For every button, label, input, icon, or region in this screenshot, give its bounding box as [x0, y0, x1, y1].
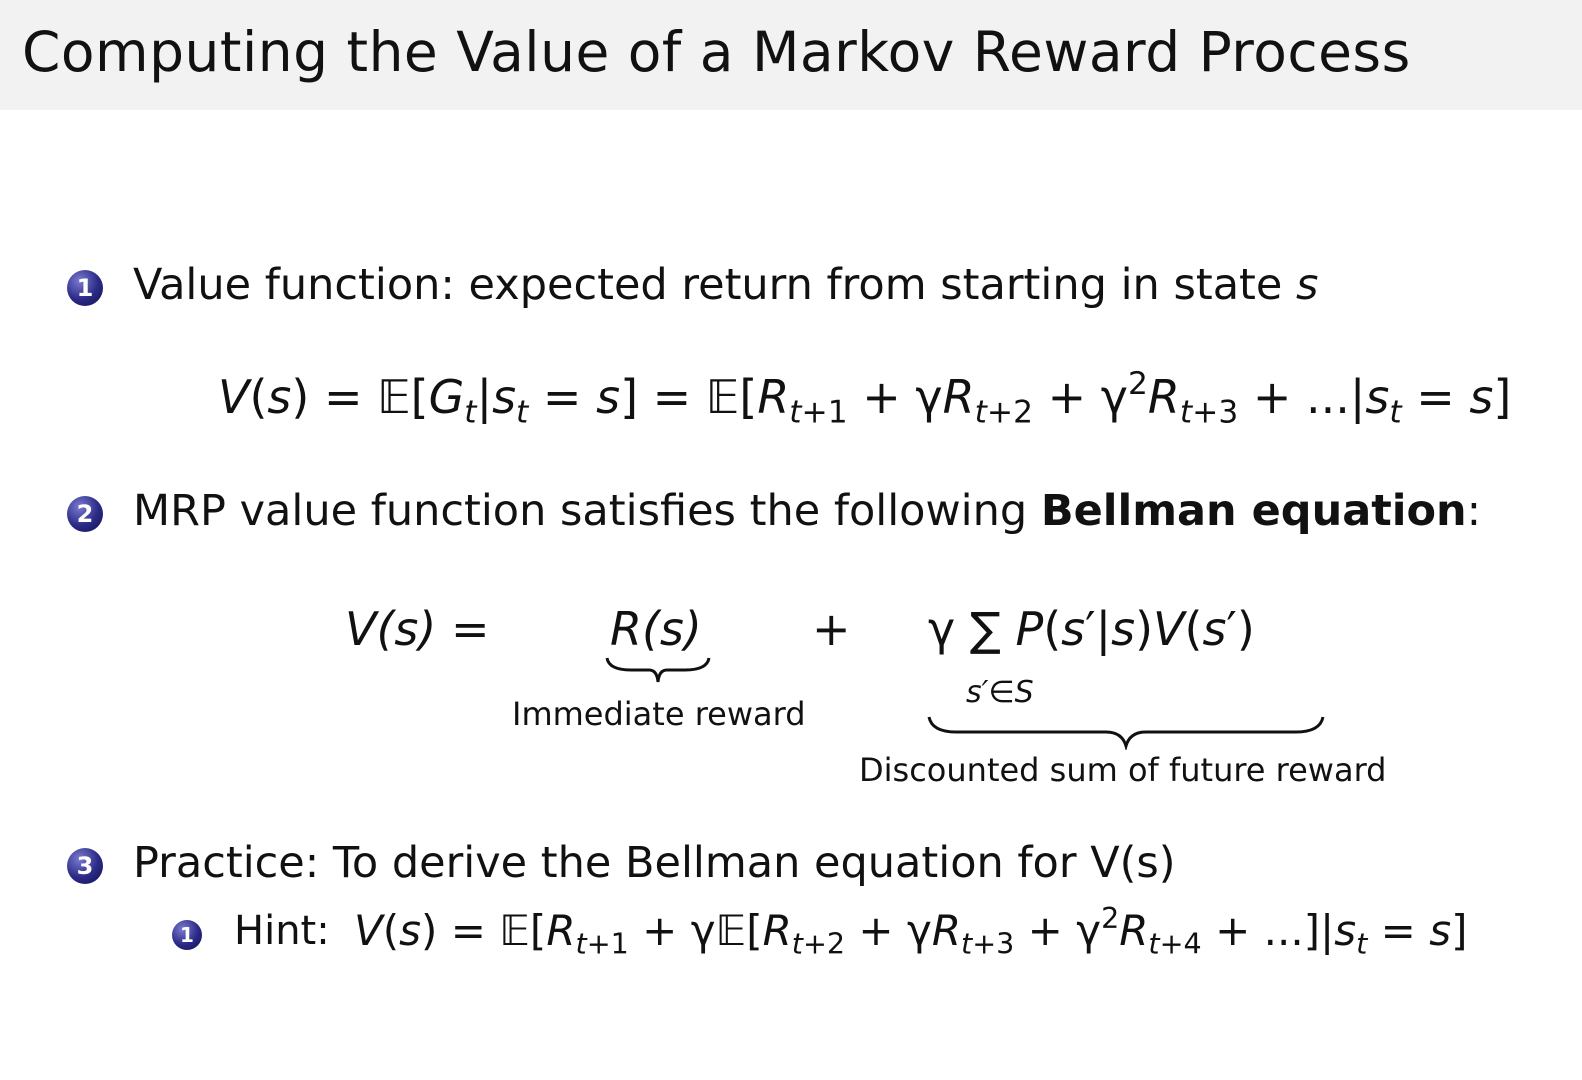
item-3-text: Practice: To derive the Bellman equation…	[133, 838, 1176, 888]
future-underbrace	[927, 716, 1325, 750]
slide-title: Computing the Value of a Markov Reward P…	[22, 20, 1411, 84]
plus-sign: +	[812, 602, 851, 656]
item-2-suffix: :	[1466, 486, 1482, 536]
bullet-number-icon: 3	[67, 848, 103, 884]
hint-label: Hint:	[234, 908, 330, 954]
immediate-underbrace	[605, 657, 711, 683]
item-2-text: MRP value function satisfies the followi…	[133, 486, 1481, 536]
item-1-label: Value function: expected return from sta…	[133, 260, 1297, 310]
hint-equation: V(s) = 𝔼[Rt+1 + γ𝔼[Rt+2 + γRt+3 + γ2Rt+4…	[354, 900, 1468, 961]
bullet-number-icon: 2	[67, 496, 103, 532]
item-1-text: Value function: expected return from sta…	[133, 260, 1318, 310]
future-reward-label: Discounted sum of future reward	[859, 751, 1387, 789]
immediate-reward-label: Immediate reward	[512, 695, 806, 733]
sub-bullet-number-icon: 1	[172, 920, 202, 950]
item-2-label: MRP value function satisfies the followi…	[133, 486, 1041, 536]
bellman-equation-term: Bellman equation	[1040, 486, 1467, 536]
bellman-lhs: V(s) =	[345, 602, 490, 656]
value-function-equation: V(s) = 𝔼[Gt|st = s] = 𝔼[Rt+1 + γRt+2 + γ…	[218, 366, 1512, 431]
bullet-number-icon: 1	[67, 270, 103, 306]
sum-index: s′∈S	[966, 675, 1034, 710]
future-reward-term: γ ∑ P(s′|s)V(s′)	[928, 602, 1255, 656]
immediate-reward-term: R(s)	[610, 602, 702, 656]
item-1-variable: s	[1296, 260, 1319, 310]
title-bar: Computing the Value of a Markov Reward P…	[0, 0, 1582, 110]
